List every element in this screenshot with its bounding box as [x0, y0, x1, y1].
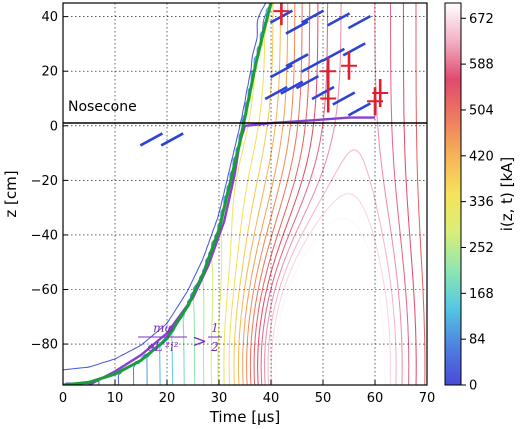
y-tick-label: −60 [31, 283, 58, 298]
colorbar-label: i(z, t) [kA] [498, 157, 516, 232]
x-tick-label: 70 [419, 391, 436, 406]
contour-level-692 [274, 217, 386, 385]
contour-level-664 [270, 193, 391, 385]
colorbar-tick-label: 0 [469, 379, 477, 394]
blue-marker [300, 9, 325, 24]
y-tick-label: −20 [31, 174, 58, 189]
colorbar-tick-label: 84 [469, 333, 486, 348]
condition-curve [88, 116, 375, 385]
colorbar-tick-label: 504 [469, 103, 494, 118]
colorbar-tick-label: 168 [469, 287, 494, 302]
y-tick-label: 40 [41, 10, 58, 25]
condition-numerator: mφ [153, 321, 173, 335]
contour-level-580 [260, 3, 410, 385]
x-tick-label: 50 [315, 391, 332, 406]
blue-marker [295, 74, 320, 90]
condition-rhs-numerator: 1 [211, 321, 219, 335]
condition-relation: > [192, 331, 207, 352]
x-axis-label: Time [μs] [209, 408, 281, 426]
vector-markers [139, 3, 389, 147]
y-axis-ticks: 40 20 0 −20 −40 −60 −80 [31, 10, 68, 353]
blue-marker [321, 47, 346, 62]
contour-level-552 [257, 3, 417, 385]
y-tick-label: 20 [41, 65, 58, 80]
blue-marker [332, 91, 356, 106]
x-tick-label: 20 [159, 391, 176, 406]
y-axis-label: z [cm] [2, 170, 20, 217]
colorbar-tick-label: 420 [469, 149, 494, 164]
blue-marker [311, 85, 335, 101]
colorbar-tick-label: 336 [469, 195, 494, 210]
plot-frame [62, 2, 428, 386]
contour-level-440 [242, 3, 289, 385]
condition-rhs-denominator: 2 [210, 340, 219, 354]
contour-level-468 [246, 3, 296, 385]
colorbar: 672 588 504 420 336 252 168 84 0 i(z, t) [kA] [444, 2, 516, 394]
contour-level-524 [253, 3, 426, 385]
contour-level-496 [249, 3, 303, 385]
x-tick-label: 30 [211, 391, 228, 406]
x-tick-label: 0 [59, 391, 67, 406]
contour-level-412 [237, 3, 282, 385]
x-tick-label: 10 [107, 391, 124, 406]
y-tick-label: 0 [50, 119, 58, 134]
blue-marker [342, 42, 366, 57]
blue-marker [285, 20, 309, 35]
blue-marker [264, 85, 288, 101]
colorbar-ticks: 672 588 504 420 336 252 168 84 0 [461, 12, 494, 394]
blue-marker [347, 102, 372, 117]
blue-marker [139, 132, 164, 147]
grid-lines [63, 3, 427, 385]
colorbar-tick-label: 252 [469, 241, 494, 256]
colorbar-gradient [444, 2, 462, 386]
blue-marker [269, 64, 294, 79]
blue-marker [347, 14, 372, 30]
blue-marker [280, 80, 304, 95]
x-tick-label: 40 [263, 391, 280, 406]
blue-marker [160, 132, 184, 147]
contour-level-356 [228, 3, 273, 385]
colorbar-tick-label: 588 [469, 58, 494, 73]
condition-denominator: eL′²i² [147, 340, 178, 354]
blue-marker [285, 53, 309, 68]
condition-annotation: mφ eL′²i² > 1 2 [138, 321, 222, 354]
blue-marker [300, 58, 325, 73]
x-axis-ticks: 0 10 20 30 40 50 60 70 [59, 380, 435, 406]
nosecone-label: Nosecone [68, 99, 137, 115]
y-tick-label: −40 [31, 228, 58, 243]
sheath-boundary-curve [63, 3, 273, 385]
y-tick-label: −80 [31, 338, 58, 353]
x-tick-label: 60 [367, 391, 384, 406]
curves [63, 3, 375, 385]
blue-marker [326, 12, 351, 27]
colorbar-tick-label: 672 [469, 12, 494, 27]
